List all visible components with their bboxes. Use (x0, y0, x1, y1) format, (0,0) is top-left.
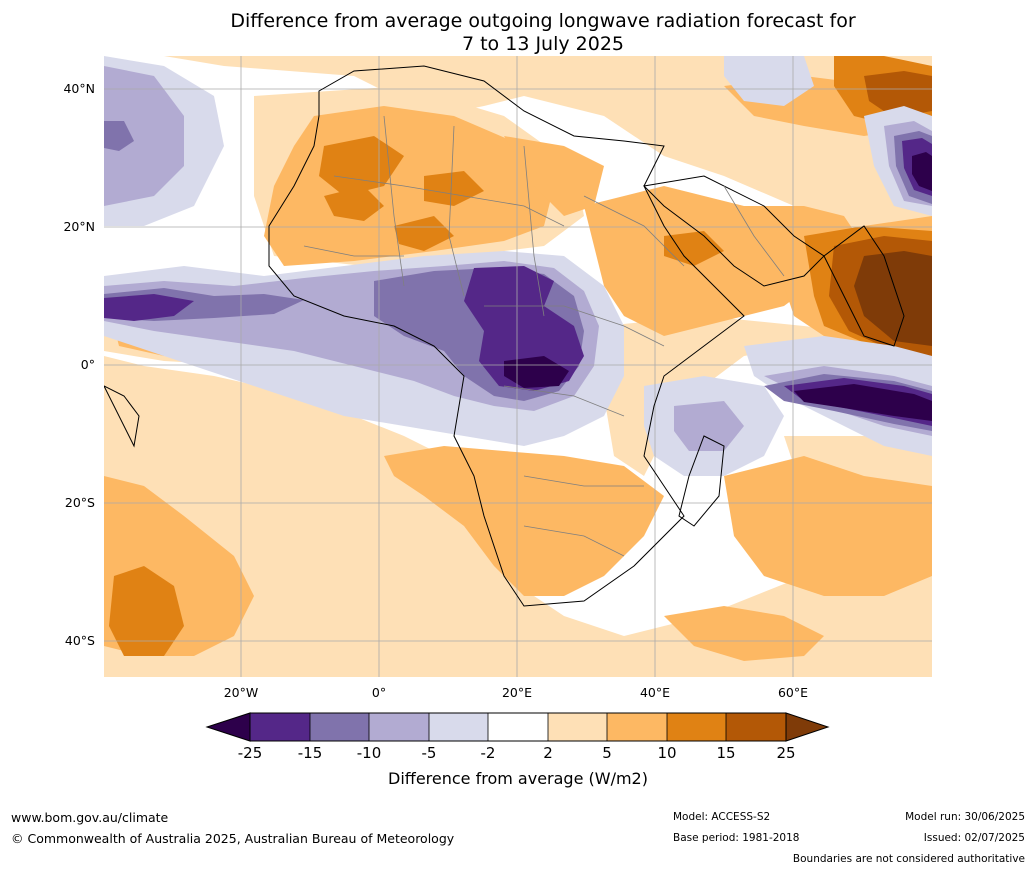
coastlines (104, 65, 905, 607)
lon-label-20e: 20°E (501, 685, 533, 700)
colorbar-segment-neg5-neg2 (429, 713, 488, 741)
colorbar-segment-neg25-neg15 (250, 713, 310, 741)
disclaimer-text: Boundaries are not considered authoritat… (792, 853, 1025, 865)
colorbar-tick: 25 (776, 744, 796, 762)
issued-text: Issued: 02/07/2025 (923, 832, 1025, 844)
website-link[interactable]: www.bom.gov.au/climate (11, 810, 169, 825)
anomaly-lt-neg25-regions (504, 152, 932, 421)
map-canvas (104, 56, 932, 677)
colorbar-segment-15-25 (726, 713, 786, 741)
colorbar-segment-2-5 (548, 713, 607, 741)
colorbar (205, 712, 830, 746)
lon-label-0: 0° (371, 685, 387, 700)
colorbar-tick: 10 (657, 744, 677, 762)
colorbar-title: Difference from average (W/m2) (388, 769, 648, 788)
graticule (104, 56, 932, 677)
colorbar-segment-neg10-neg5 (369, 713, 429, 741)
country-borders (303, 115, 785, 557)
colorbar-segment-lt-neg25 (205, 712, 251, 742)
colorbar-segment-neg2-2 (488, 713, 548, 741)
copyright-text: © Commonwealth of Australia 2025, Austra… (11, 831, 455, 846)
lon-label-60e: 60°E (777, 685, 809, 700)
colorbar-tick: -2 (480, 744, 496, 762)
colorbar-svg (205, 712, 830, 742)
colorbar-tick: 5 (602, 744, 612, 762)
title-line-2: 7 to 13 July 2025 (461, 33, 625, 55)
colorbar-tick: 15 (716, 744, 736, 762)
colorbar-frame (249, 712, 787, 742)
lat-label-40s: 40°S (64, 633, 95, 648)
colorbar-tick: -25 (237, 744, 263, 762)
colorbar-tick: -5 (421, 744, 437, 762)
colorbar-tick: -10 (356, 744, 382, 762)
title-line-1: Difference from average outgoing longwav… (230, 10, 856, 32)
model-run-text: Model run: 30/06/2025 (905, 811, 1025, 823)
colorbar-tick: -15 (297, 744, 323, 762)
colorbar-segment-10-15 (667, 713, 726, 741)
lat-label-20n: 20°N (63, 219, 95, 234)
lat-label-0: 0° (80, 357, 95, 372)
olr-anomaly-map (104, 56, 932, 677)
lat-label-40n: 40°N (63, 81, 95, 96)
anomaly-gt-25-regions (854, 251, 932, 346)
model-text: Model: ACCESS-S2 (673, 811, 771, 823)
map-title: Difference from average outgoing longwav… (143, 10, 943, 56)
lon-label-40e: 40°E (639, 685, 671, 700)
base-period-text: Base period: 1981-2018 (673, 832, 800, 844)
colorbar-dividers (309, 713, 727, 741)
colorbar-tick: 2 (543, 744, 553, 762)
colorbar-segment-gt-25 (785, 712, 830, 742)
lon-label-20w: 20°W (223, 685, 259, 700)
colorbar-segment-5-10 (607, 713, 667, 741)
lat-label-20s: 20°S (64, 495, 95, 510)
colorbar-segment-neg15-neg10 (310, 713, 369, 741)
